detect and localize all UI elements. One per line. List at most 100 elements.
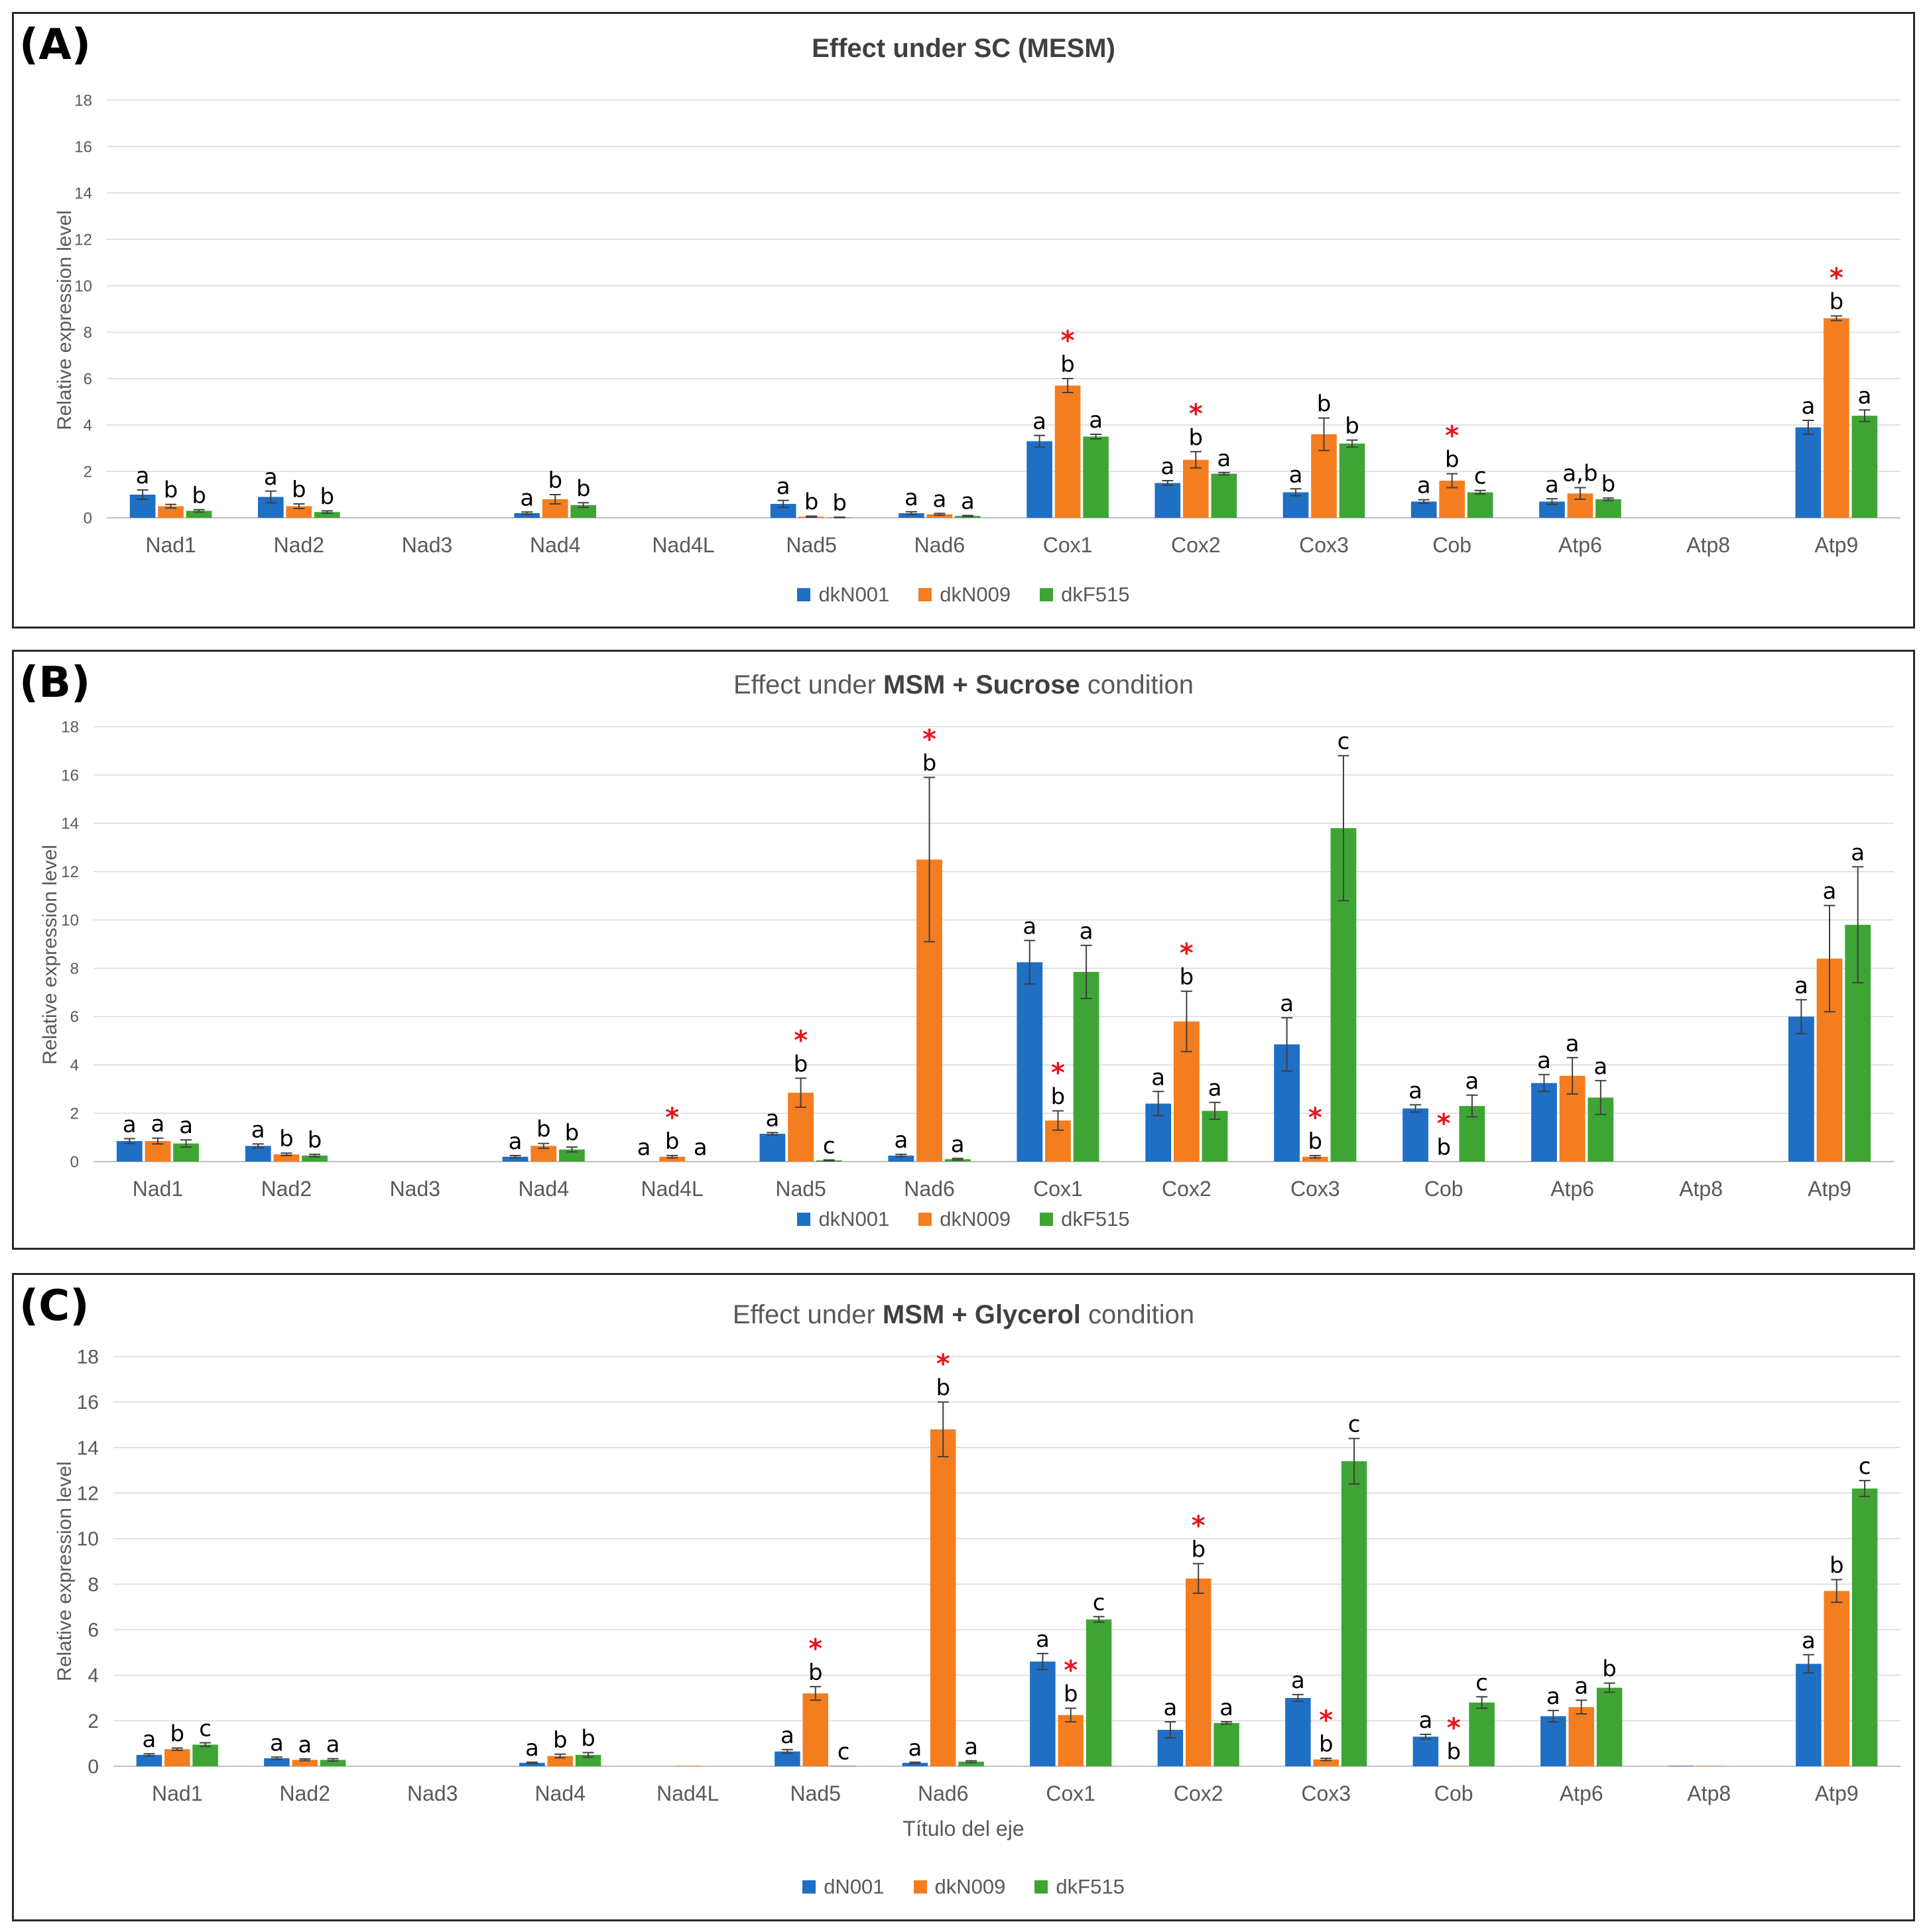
bar-dkF515-Atp9 <box>1851 416 1878 518</box>
bar-dkF515-Atp6 <box>1595 499 1621 518</box>
bar-dN001-Cob <box>1412 1736 1439 1766</box>
significance-letter: b <box>1830 1552 1844 1579</box>
bar-dkN009-Cox2 <box>1183 459 1209 518</box>
significance-letter: a <box>951 1131 965 1158</box>
legend-label: dkF515 <box>1061 1207 1130 1231</box>
significance-letter: a <box>1280 991 1294 1017</box>
significance-letter: a <box>326 1732 340 1758</box>
panel-label: (A) <box>19 21 92 70</box>
significance-letter: c <box>838 1738 850 1765</box>
significance-letter: a <box>908 1735 922 1762</box>
x-tick-label: Cox3 <box>1290 1177 1340 1201</box>
significance-letter: a <box>251 1117 265 1143</box>
bar-dkF515-Cob <box>1469 1702 1495 1766</box>
x-tick-label: Cox1 <box>1043 533 1093 557</box>
x-tick-label: Nad4 <box>530 533 581 557</box>
chart-title: Effect under MSM + Sucrose condition <box>14 670 1913 700</box>
y-tick-label: 12 <box>74 231 92 249</box>
bar-dkN009-Nad4L <box>659 1156 686 1162</box>
bar-dkN001-Atp9 <box>1795 427 1822 518</box>
y-tick-label: 10 <box>61 912 79 930</box>
significance-letter: a <box>1574 1673 1588 1699</box>
bar-dkN009-Cox3 <box>1302 1156 1328 1162</box>
significance-letter: b <box>1830 289 1844 316</box>
bar-dkN009-Cox3 <box>1313 1759 1339 1766</box>
bar-dkN001-Cox1 <box>1017 962 1043 1162</box>
significance-letter: c <box>1337 729 1350 755</box>
y-tick-label: 2 <box>88 1711 99 1732</box>
x-tick-label: Atp9 <box>1814 533 1858 557</box>
significance-letter: a <box>1219 1695 1233 1721</box>
x-tick-label: Atp8 <box>1679 1177 1723 1201</box>
bar-dkF515-Atp9 <box>1851 1488 1878 1766</box>
legend-item: dkN009 <box>913 1875 1005 1899</box>
significance-letter: a <box>1408 1077 1422 1104</box>
y-tick-label: 12 <box>77 1483 99 1505</box>
legend: dN001 dkN009 dkF515 <box>14 1875 1913 1899</box>
significance-star: * <box>1180 938 1194 969</box>
bar-dkN001-Nad5 <box>770 504 796 518</box>
significance-letter: b <box>804 489 819 516</box>
x-tick-label: Cox3 <box>1301 1781 1351 1805</box>
x-tick-label: Cox1 <box>1046 1781 1095 1805</box>
bar-dkF515-Nad4 <box>570 505 597 518</box>
bar-dkF515-Atp6 <box>1596 1687 1623 1766</box>
significance-letter: a <box>1593 1054 1607 1080</box>
significance-letter: a <box>780 1722 794 1749</box>
legend-label: dkF515 <box>1061 583 1130 606</box>
x-tick-label: Nad4L <box>656 1781 719 1805</box>
significance-letter: a <box>1465 1068 1479 1095</box>
significance-letter: a <box>264 464 278 491</box>
legend-item: dN001 <box>802 1875 885 1899</box>
significance-letter: a <box>1823 878 1837 905</box>
chart-title-bold: MSM + Glycerol <box>882 1300 1081 1329</box>
legend-swatch <box>797 1213 811 1226</box>
significance-letter: a <box>1417 473 1431 499</box>
significance-star: * <box>1447 1713 1461 1743</box>
significance-letter: a <box>1801 393 1815 420</box>
y-tick-label: 0 <box>70 1153 79 1171</box>
panel-label: (C) <box>19 1282 90 1331</box>
significance-star: * <box>1051 1057 1065 1088</box>
significance-letter: c <box>1474 463 1487 490</box>
significance-letter: b <box>553 1727 568 1754</box>
significance-letter: a <box>1537 1048 1551 1074</box>
significance-letter: a <box>1151 1064 1165 1091</box>
y-tick-label: 4 <box>84 416 92 434</box>
significance-letter: a,b <box>1562 461 1597 487</box>
significance-letter: a <box>1418 1707 1432 1734</box>
y-tick-label: 10 <box>74 277 92 295</box>
significance-letter: a <box>1291 1667 1305 1694</box>
bar-dkN009-Nad4 <box>547 1756 573 1766</box>
chart-title: Effect under SC (MESM) <box>14 34 1913 64</box>
significance-letter: a <box>961 489 975 515</box>
chart-title: Effect under MSM + Glycerol condition <box>14 1300 1913 1330</box>
significance-letter: a <box>1857 383 1871 409</box>
y-tick-label: 6 <box>88 1620 99 1642</box>
x-tick-label: Atp9 <box>1808 1177 1851 1201</box>
y-tick-label: 4 <box>88 1665 99 1687</box>
y-tick-label: 18 <box>61 718 79 736</box>
x-tick-label: Cob <box>1434 1781 1473 1805</box>
significance-letter: c <box>1859 1453 1871 1480</box>
legend: dkN001 dkN009 dkF515 <box>14 1207 1913 1231</box>
significance-letter: b <box>936 1375 950 1402</box>
significance-letter: b <box>1308 1128 1323 1155</box>
bar-dN001-Cox1 <box>1030 1661 1056 1766</box>
legend-label: dN001 <box>824 1875 885 1898</box>
significance-letter: b <box>1064 1681 1078 1707</box>
y-tick-label: 2 <box>84 463 92 481</box>
legend-swatch <box>1040 1213 1054 1226</box>
bar-dkN001-Cob <box>1410 501 1437 518</box>
x-tick-label: Nad5 <box>786 533 837 557</box>
x-tick-label: Cox2 <box>1162 1177 1212 1201</box>
significance-letter: b <box>164 477 178 504</box>
significance-letter: b <box>1191 1536 1206 1563</box>
significance-letter: b <box>1319 1731 1334 1758</box>
bar-dN001-Nad6 <box>902 1762 928 1766</box>
bar-dkF515-Cox3 <box>1339 444 1365 518</box>
y-tick-label: 16 <box>77 1392 99 1414</box>
significance-letter: b <box>922 751 937 777</box>
bar-dkF515-Cox3 <box>1341 1461 1367 1766</box>
